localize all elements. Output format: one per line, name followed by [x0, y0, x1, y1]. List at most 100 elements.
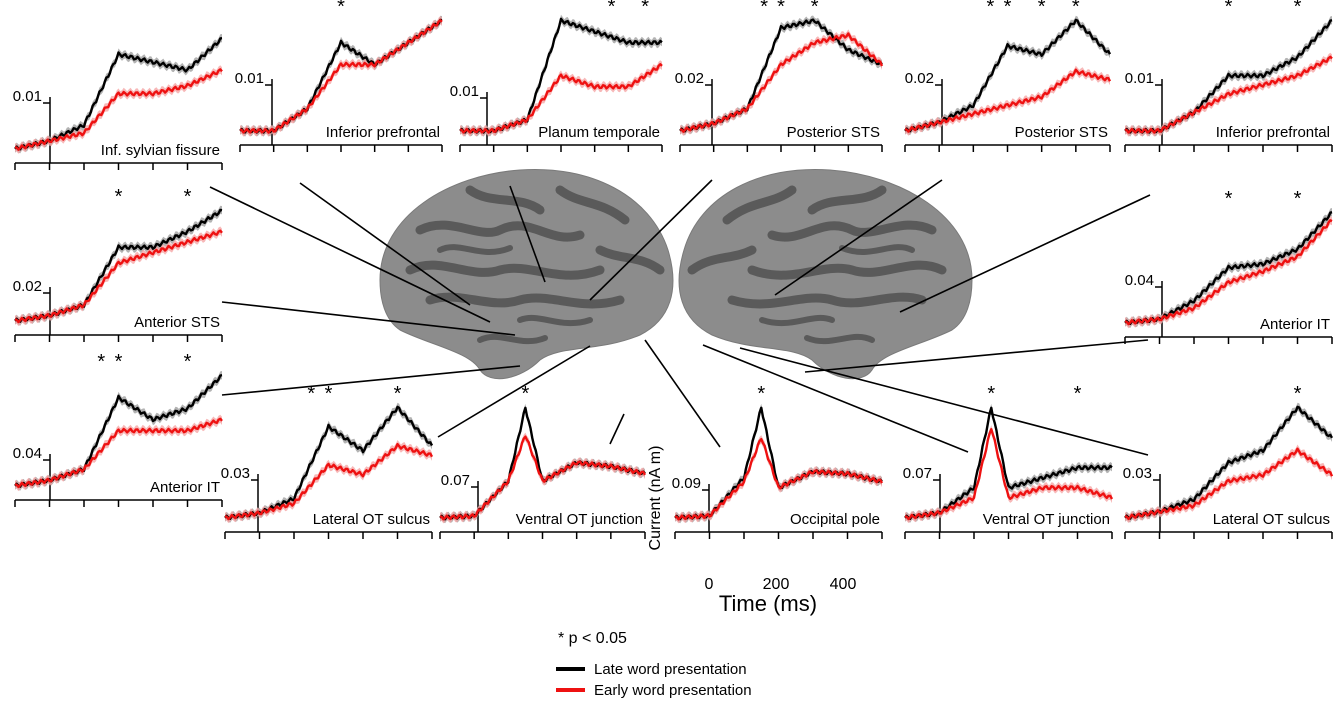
series-early-line — [1124, 55, 1333, 134]
current-axis-label: Current (nA m) — [647, 446, 664, 551]
significance-star: * — [522, 383, 530, 405]
band-early — [680, 29, 882, 136]
panel-title: Ventral OT junction — [983, 511, 1110, 528]
significance-star: * — [777, 0, 785, 18]
series-early-line — [14, 68, 223, 151]
series-late-line — [904, 406, 1113, 520]
series-early-line — [679, 32, 884, 133]
series-early-line — [224, 442, 434, 521]
significance-star: * — [760, 0, 768, 18]
series-early-line — [904, 68, 1112, 133]
band-late — [240, 15, 442, 137]
panel-4: 0.02 * * * * Posterior STS — [904, 0, 1112, 152]
panel-3: 0.02 * * * Posterior STS — [675, 0, 884, 152]
series-late-line — [1124, 211, 1333, 326]
panel-8: 0.04 * * * Anterior IT — [13, 351, 223, 507]
left-hemisphere-image — [379, 168, 674, 380]
significance-star: * — [987, 383, 995, 405]
significance-star: * — [337, 0, 345, 18]
significance-star: * — [184, 351, 192, 373]
panel-13: 0.03 * Lateral OT sulcus — [1123, 383, 1334, 539]
time-axis-label: Time (ms) — [719, 591, 817, 616]
series-early-line — [459, 63, 663, 134]
series-late-line — [674, 406, 883, 521]
panel-2: 0.01 * * Planum temporale — [450, 0, 663, 152]
panel-title: Inferior prefrontal — [1216, 124, 1330, 141]
significance-star: * — [1225, 0, 1233, 18]
y-tick-label: 0.01 — [1125, 70, 1154, 87]
series-late-line — [1124, 405, 1334, 520]
panel-title: Inferior prefrontal — [326, 124, 440, 141]
connector-lines — [209, 179, 1151, 456]
y-tick-label: 0.04 — [1125, 272, 1154, 289]
panel-0: 0.01 Inf. sylvian fissure — [13, 34, 223, 170]
significance-star: * — [1294, 383, 1302, 405]
band-early — [1125, 216, 1332, 329]
y-tick-label: 0.03 — [221, 465, 250, 482]
panel-10: 0.07 * Ventral OT junction — [439, 383, 647, 539]
y-tick-label: 0.02 — [905, 70, 934, 87]
panel-1: 0.01 * Inferior prefrontal — [235, 0, 443, 152]
significance-star: * — [307, 383, 315, 405]
band-early — [240, 16, 442, 137]
series-early-line — [14, 417, 223, 489]
significance-star: * — [1004, 0, 1012, 18]
y-tick-label: 0.02 — [13, 278, 42, 295]
time-tick-0: 0 — [705, 576, 714, 593]
panel-title: Occipital pole — [790, 511, 880, 528]
y-tick-label: 0.07 — [903, 465, 932, 482]
significance-star: * — [1072, 0, 1080, 18]
significance-star: * — [115, 351, 123, 373]
y-tick-label: 0.01 — [13, 88, 42, 105]
right-hemisphere-image — [678, 168, 973, 380]
band-early — [15, 226, 222, 327]
significance-star: * — [1225, 188, 1233, 210]
significance-note: * p < 0.05 — [558, 630, 627, 647]
band-late — [675, 403, 882, 524]
legend: * p < 0.05 Late word presentation Early … — [556, 630, 752, 699]
panel-title: Inf. sylvian fissure — [101, 142, 220, 159]
significance-star: * — [115, 186, 123, 208]
significance-star: * — [1038, 0, 1046, 18]
series-early-line — [239, 19, 443, 134]
panel-title: Anterior IT — [150, 479, 220, 496]
significance-star: * — [1294, 0, 1302, 18]
panel-9: 0.03 * * * Lateral OT sulcus — [221, 383, 434, 539]
band-late — [440, 403, 645, 524]
significance-star: * — [811, 0, 819, 18]
time-axis: 0 200 400 Time (ms) Current (nA m) — [647, 446, 856, 616]
y-tick-label: 0.01 — [450, 83, 479, 100]
panel-11: 0.09 * Occipital pole — [672, 383, 884, 539]
panel-title: Anterior IT — [1260, 316, 1330, 333]
panel-title: Lateral OT sulcus — [313, 511, 430, 528]
y-tick-label: 0.07 — [441, 472, 470, 489]
band-late — [680, 15, 882, 136]
panel-12: 0.07 * * Ventral OT junction — [903, 383, 1114, 539]
panel-title: Anterior STS — [134, 314, 220, 331]
band-late — [15, 205, 222, 326]
time-tick-200: 200 — [763, 576, 790, 593]
significance-star: * — [987, 0, 995, 18]
band-late — [905, 403, 1112, 523]
series-early-line — [904, 428, 1114, 521]
legend-label-late: Late word presentation — [594, 661, 747, 678]
y-tick-label: 0.02 — [675, 70, 704, 87]
panel-title: Lateral OT sulcus — [1213, 511, 1330, 528]
panel-6: 0.02 * * Anterior STS — [13, 186, 223, 342]
y-tick-label: 0.03 — [1123, 465, 1152, 482]
significance-star: * — [641, 0, 649, 18]
significance-star: * — [608, 0, 616, 18]
y-tick-label: 0.04 — [13, 445, 42, 462]
panel-5: 0.01 * * Inferior prefrontal — [1124, 0, 1333, 152]
series-early-line — [674, 438, 884, 521]
panel-7: 0.04 * * Anterior IT — [1124, 188, 1333, 344]
panel-title: Ventral OT junction — [516, 511, 643, 528]
significance-star: * — [394, 383, 402, 405]
series-early-line — [439, 435, 647, 521]
series-early-line — [14, 229, 223, 324]
panel-title: Posterior STS — [787, 124, 880, 141]
significance-star: * — [1074, 383, 1082, 405]
y-tick-label: 0.01 — [235, 70, 264, 87]
